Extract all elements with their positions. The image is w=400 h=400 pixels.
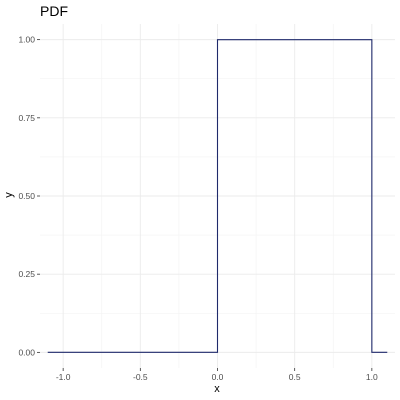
y-tick-label: 0.25 — [18, 269, 35, 279]
series-layer — [47, 39, 388, 353]
x-axis-ticks: -1.0 -0.5 0.0 0.5 1.0 — [56, 368, 378, 382]
x-tick-label: 0.5 — [289, 372, 301, 382]
chart-title: PDF — [40, 3, 68, 19]
y-tick-label: 0.75 — [18, 113, 35, 123]
x-axis-title: x — [214, 383, 220, 395]
y-tick-label: 0.00 — [18, 347, 35, 357]
x-tick-label: -0.5 — [133, 372, 148, 382]
y-axis-title: y — [3, 192, 15, 198]
x-tick-label: 0.0 — [212, 372, 224, 382]
y-axis-ticks: 0.00 0.25 0.50 0.75 1.00 — [18, 35, 40, 357]
x-tick-label: -1.0 — [56, 372, 71, 382]
axes: -1.0 -0.5 0.0 0.5 1.0 0.00 0.25 0.50 0.75 1.00 — [18, 35, 378, 382]
y-tick-label: 1.00 — [18, 35, 35, 45]
x-tick-label: 1.0 — [366, 372, 378, 382]
y-tick-label: 0.50 — [18, 191, 35, 201]
pdf-line — [47, 39, 388, 353]
